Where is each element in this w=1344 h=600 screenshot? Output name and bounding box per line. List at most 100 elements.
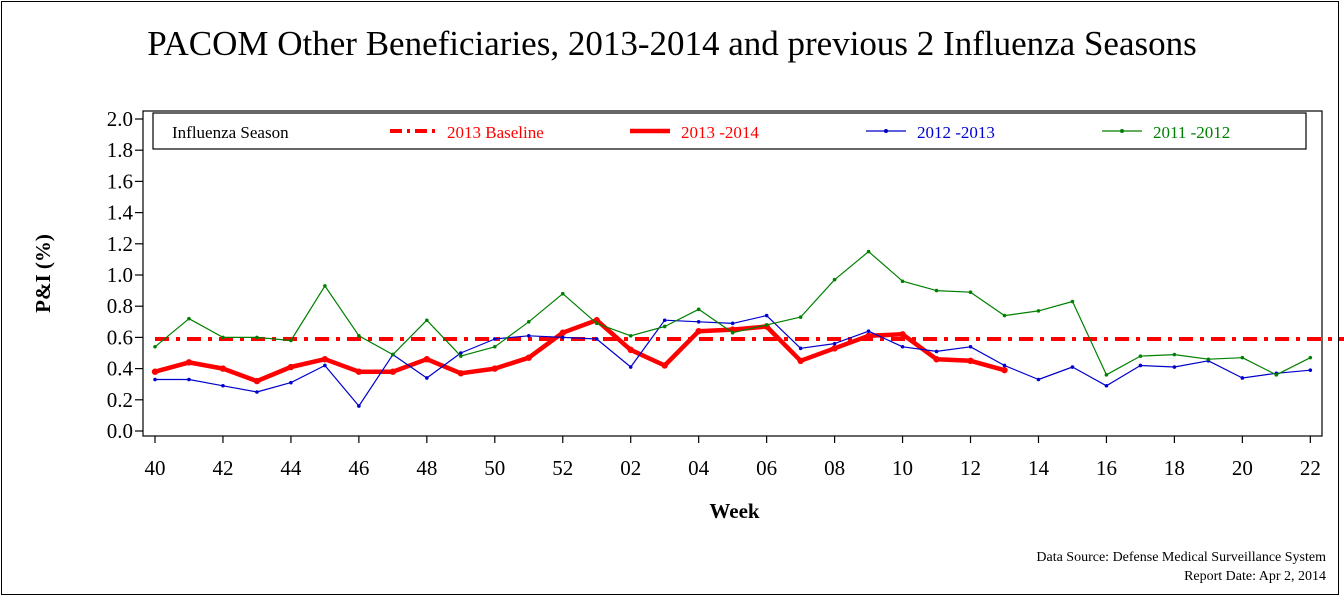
data-point-2011-2012 xyxy=(934,288,939,293)
y-tick-label: 1.0 xyxy=(107,263,133,287)
data-point-2013-2014 xyxy=(627,346,634,354)
legend-label-2013-2014: 2013 -2014 xyxy=(681,123,759,142)
x-tick-label: 18 xyxy=(1164,456,1185,480)
data-point-2012-2013 xyxy=(662,318,667,323)
data-point-2013-2014 xyxy=(695,327,702,335)
data-point-2012-2013 xyxy=(968,344,973,349)
data-point-2011-2012 xyxy=(866,249,871,254)
legend-label-2012-2013: 2012 -2013 xyxy=(917,123,995,142)
report-date-note: Report Date: Apr 2, 2014 xyxy=(1184,569,1326,584)
series-line-2013-2014 xyxy=(154,317,1006,384)
y-tick-label: 1.2 xyxy=(107,232,133,256)
data-point-2012-2013 xyxy=(1138,363,1143,368)
data-point-2013-2014 xyxy=(321,356,329,363)
data-point-2012-2013 xyxy=(255,390,259,394)
data-point-2011-2012 xyxy=(526,320,531,324)
data-point-2011-2012 xyxy=(425,318,429,323)
x-tick-label: 52 xyxy=(552,456,573,480)
data-point-2012-2013 xyxy=(1308,368,1313,372)
data-point-2012-2013 xyxy=(832,341,837,346)
data-point-2012-2013 xyxy=(1172,365,1177,369)
data-point-2012-2013 xyxy=(221,383,225,388)
data-point-2012-2013 xyxy=(866,329,871,333)
data-point-2012-2013 xyxy=(459,351,463,355)
y-tick-label: 0.2 xyxy=(107,388,133,412)
data-point-2012-2013 xyxy=(1104,383,1109,388)
data-point-2011-2012 xyxy=(1240,355,1245,360)
x-tick-label: 06 xyxy=(756,456,777,480)
data-point-2012-2013 xyxy=(1036,377,1041,382)
data-point-2011-2012 xyxy=(289,338,293,343)
data-point-2013-2014 xyxy=(899,331,906,338)
data-point-2013-2014 xyxy=(491,365,498,372)
data-point-2011-2012 xyxy=(764,323,769,327)
data-point-2011-2012 xyxy=(594,321,599,326)
data-point-2012-2013 xyxy=(900,344,905,349)
legend-label-2013-baseline: 2013 Baseline xyxy=(447,123,544,142)
data-point-2012-2013 xyxy=(560,335,565,340)
data-point-2011-2012 xyxy=(968,290,973,294)
data-point-2012-2013 xyxy=(289,380,293,385)
y-tick-label: 2.0 xyxy=(107,107,133,131)
x-tick-label: 08 xyxy=(824,456,845,480)
data-point-2013-2014 xyxy=(151,368,159,375)
data-point-2012-2013 xyxy=(323,363,327,368)
data-point-2011-2012 xyxy=(1172,352,1177,357)
x-tick-label: 12 xyxy=(960,456,981,480)
data-point-2012-2013 xyxy=(798,346,803,351)
data-point-2011-2012 xyxy=(1070,299,1075,304)
data-point-2012-2013 xyxy=(153,377,157,382)
data-point-2011-2012 xyxy=(662,324,667,329)
data-point-2011-2012 xyxy=(1308,355,1313,360)
data-point-2011-2012 xyxy=(459,354,463,358)
data-point-2013-2014 xyxy=(287,363,295,371)
data-point-2012-2013 xyxy=(764,313,769,318)
data-point-2011-2012 xyxy=(900,279,905,284)
data-point-2011-2012 xyxy=(560,291,565,296)
x-tick-label: 46 xyxy=(348,456,369,480)
chart-title: PACOM Other Beneficiaries, 2013-2014 and… xyxy=(147,24,1197,63)
data-point-2011-2012 xyxy=(628,334,633,338)
legend-swatch-marker-2011-2012 xyxy=(1120,129,1124,133)
data-point-2011-2012 xyxy=(1002,313,1007,318)
data-point-2013-2014 xyxy=(661,362,668,369)
legend-label-2011-2012: 2011 -2012 xyxy=(1153,123,1230,142)
data-point-2011-2012 xyxy=(221,335,225,340)
data-point-2012-2013 xyxy=(730,321,735,326)
data-point-2011-2012 xyxy=(832,277,837,282)
data-point-2013-2014 xyxy=(831,345,838,352)
data-point-2013-2014 xyxy=(219,365,227,372)
x-tick-label: 16 xyxy=(1096,456,1117,480)
legend-swatch-marker-2012-2013 xyxy=(884,129,888,133)
data-point-2012-2013 xyxy=(425,376,429,380)
data-point-2013-2014 xyxy=(389,368,397,375)
x-tick-label: 42 xyxy=(212,456,233,480)
data-point-2013-2014 xyxy=(933,356,940,363)
x-tick-label: 50 xyxy=(484,456,505,480)
y-tick-label: 0.8 xyxy=(107,294,133,318)
data-point-2013-2014 xyxy=(525,354,532,361)
series-line-2011-2012 xyxy=(154,251,1311,376)
data-point-2013-2014 xyxy=(423,356,431,363)
x-tick-label: 40 xyxy=(145,456,166,480)
x-tick-label: 02 xyxy=(620,456,641,480)
data-point-2013-2014 xyxy=(253,377,261,385)
data-point-2012-2013 xyxy=(594,337,599,341)
x-axis-title: Week xyxy=(709,499,759,523)
data-point-2011-2012 xyxy=(391,352,395,357)
data-point-2011-2012 xyxy=(187,316,191,321)
data-point-2012-2013 xyxy=(934,349,939,354)
data-point-2011-2012 xyxy=(730,330,735,335)
data-point-2013-2014 xyxy=(1001,366,1008,374)
data-point-2013-2014 xyxy=(185,359,193,366)
x-tick-label: 04 xyxy=(688,456,710,480)
y-tick-label: 0.0 xyxy=(107,419,133,443)
data-point-2011-2012 xyxy=(696,307,701,312)
data-point-2011-2012 xyxy=(1138,354,1143,358)
data-point-2011-2012 xyxy=(1206,357,1211,362)
data-point-2012-2013 xyxy=(1240,376,1245,380)
data-point-2013-2014 xyxy=(967,357,974,364)
y-tick-label: 1.8 xyxy=(107,138,133,162)
